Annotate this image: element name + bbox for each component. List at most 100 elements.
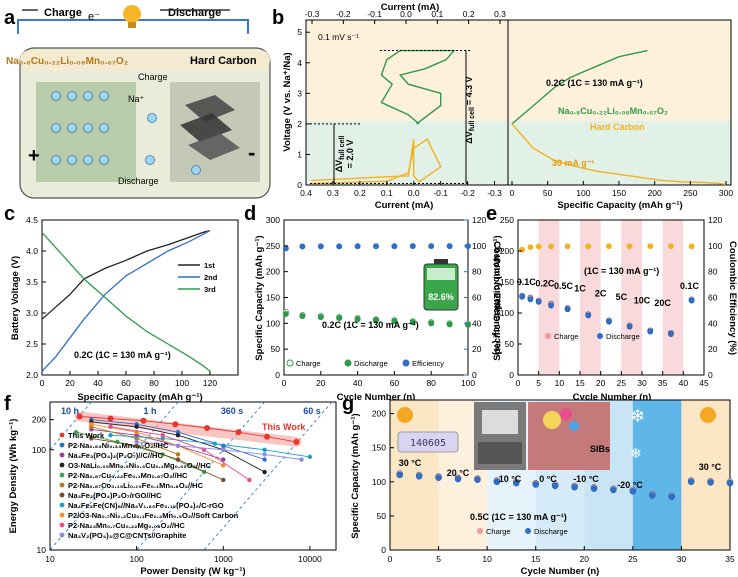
b-br-tick-label-2: 100 xyxy=(576,188,590,198)
f-legend-label-2: Na₄Fe₃(PO₄)₂(P₂O₇)//C//HC xyxy=(68,451,163,460)
e-xtick-label-8: 40 xyxy=(679,378,689,388)
positive-terminal: + xyxy=(28,145,40,167)
d-xtick-label-3: 60 xyxy=(390,378,400,388)
f-point-0-3 xyxy=(172,421,179,428)
g-temp-label-6: 30 °C xyxy=(699,462,722,472)
d-point-2-2 xyxy=(317,243,324,250)
b-dv-full-val: = 4.3 V xyxy=(464,76,474,105)
g-ytick-label-1: 50 xyxy=(377,511,387,521)
e-point-1-3 xyxy=(548,302,554,309)
e-point-1-2 xyxy=(535,298,542,305)
panel-d-label: d xyxy=(244,203,256,225)
e-point-1-0 xyxy=(519,293,526,300)
f-point-3-2 xyxy=(175,432,181,438)
b-ytick-label-3: 3 xyxy=(297,88,302,98)
svg-text:ΔVfull cell: ΔVfull cell xyxy=(334,136,346,173)
d-legend-label-2: Efficiency xyxy=(412,359,444,368)
b-br-tick-label-3: 150 xyxy=(612,188,626,198)
b-bg-cathode xyxy=(306,20,731,121)
b-br-tick-label-4: 200 xyxy=(648,188,662,198)
f-legend-marker-2 xyxy=(59,452,65,458)
f-point-2-3 xyxy=(221,457,226,462)
scale-photo xyxy=(474,402,526,470)
g-legend-marker-0 xyxy=(477,528,483,534)
na-ion-sphere-2 xyxy=(83,91,93,101)
g-point-1-2 xyxy=(435,474,442,481)
d-rate-text: 0.2C (1C = 130 mA g⁻¹) xyxy=(322,320,419,330)
f-legend-label-4: P2-Na₀.₆₇Cu₀.₂₂Fe₀.₁Mn₀.₆₇O₂//HC xyxy=(68,471,188,480)
f-xtick-label-1: 100 xyxy=(130,554,144,564)
light-bulb-icon xyxy=(123,5,141,28)
panel-c-label: c xyxy=(4,203,15,225)
panel-a-label: a xyxy=(4,7,16,29)
f-legend-label-8: P2/O3-Na₀.₇Ni₀.₂Cu₀.₁Fe₀.₂Mn₀.₅O₂//Soft … xyxy=(68,511,239,520)
g-temperature-labels: 30 °C 20 °C 10 °C 0 °C -10 °C -20 °C 30 °C xyxy=(399,458,722,490)
f-ytick-label-1: 100 xyxy=(32,445,46,455)
f-point-10-2 xyxy=(221,447,226,453)
d-y2tick-label-6: 120 xyxy=(472,215,486,225)
f-series-line-4 xyxy=(75,431,205,473)
b-top-tick-label-1: -0.2 xyxy=(336,9,351,19)
g-point-1-16 xyxy=(707,479,714,486)
e-y2tick-label-3: 60 xyxy=(708,293,718,303)
e-rate-label-2: 0.5C xyxy=(554,281,574,291)
c-ytick-label-4: 4.0 xyxy=(26,246,38,256)
f-point-0-5 xyxy=(235,429,242,436)
f-point-0-4 xyxy=(204,425,211,432)
e-ytick-label-4: 200 xyxy=(500,246,514,256)
b-right-series-0 xyxy=(511,49,648,125)
f-legend-marker-9 xyxy=(59,522,65,528)
led-photo xyxy=(528,402,610,470)
b-dv-full-symbol: ΔV xyxy=(464,131,474,143)
e-rate-label-1: 0.2C xyxy=(535,278,555,288)
electron-label: e⁻ xyxy=(88,11,100,23)
panel-e-label: e xyxy=(486,203,497,225)
f-xtick-label-0: 10 xyxy=(45,554,55,564)
d-ytick-label-0: 0 xyxy=(275,370,280,380)
d-xlabel: Cycle Number (n) xyxy=(337,392,416,403)
e-point-1-10 xyxy=(688,297,695,304)
e-ytick-label-1: 50 xyxy=(505,339,515,349)
b-ytick-label-0: 0 xyxy=(297,180,302,190)
b-top-axis-title: Current (mA) xyxy=(381,2,440,13)
f-point-10-0 xyxy=(134,439,139,445)
b-ytick-label-1: 1 xyxy=(297,149,302,159)
e-rate-label-0: 0.1C xyxy=(517,277,537,287)
g-xtick-label-2: 10 xyxy=(482,554,492,564)
scale-display xyxy=(397,431,459,453)
f-point-0-2 xyxy=(140,417,147,424)
g-band-6 xyxy=(681,400,730,550)
g-ytick-label-0: 0 xyxy=(381,545,386,555)
d-point-2-3 xyxy=(336,243,343,250)
d-point-2-7 xyxy=(409,243,416,250)
f-this-work-band xyxy=(74,411,302,447)
c-legend-label-1: 2nd xyxy=(204,273,218,282)
g-rate-text: 0.5C (1C = 130 mA g⁻¹) xyxy=(470,512,567,522)
f-point-5-2 xyxy=(175,452,181,457)
f-point-0-0 xyxy=(76,413,83,420)
f-legend-label-0: This Work xyxy=(68,431,105,440)
na-ion-sphere-7 xyxy=(99,123,109,133)
cathode-formula: Na₀.₈Cu₀.₂₂Li₀.₀₈Mn₀.₆₇O₂ xyxy=(6,56,128,67)
g-point-1-15 xyxy=(687,478,695,486)
e-xtick-label-6: 30 xyxy=(637,378,647,388)
panel-c: c 0 20 40 60 80 100 120 2.0 2.5 3.0 3.5 4.0 4.5 Batt… xyxy=(4,203,239,403)
c-xtick-label-3: 60 xyxy=(121,378,131,388)
g-frame xyxy=(389,399,731,551)
d-ylabel: Specific Capacity (mAh g⁻¹) xyxy=(254,235,265,360)
battery-icon xyxy=(423,259,459,311)
e-point-1-1 xyxy=(527,296,534,303)
c-series-2 xyxy=(41,231,211,372)
e-y2label: Coulombic Efficiency (%) xyxy=(727,241,738,355)
f-legend-marker-1 xyxy=(59,442,65,448)
e-rate-label-8: 0.1C xyxy=(680,281,700,291)
f-point-7-2 xyxy=(212,441,218,446)
f-legend-label-7: Na₂Fe₂Fe(CN)₆//Na₃V₁.₈₅Fe₀.₁₅(PO₄)₃/C-rG… xyxy=(68,501,224,510)
e-legend-marker-0 xyxy=(545,333,551,339)
panel-a: a Charge e⁻ Discharge Na₀.₈Cu₀.₂₂Li₀.₀₈M… xyxy=(4,5,271,199)
b-top-tick-label-0: -0.3 xyxy=(305,9,320,19)
e-point-1-8 xyxy=(647,328,654,335)
d-y2tick-label-3: 60 xyxy=(472,293,482,303)
e-point-2-0 xyxy=(519,246,526,253)
